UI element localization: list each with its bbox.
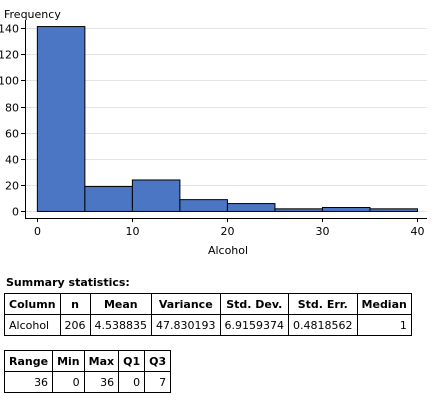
x-tick-label: 0	[34, 225, 41, 238]
histogram-bar	[226, 203, 276, 212]
std-dev-cell: 6.9159374	[219, 314, 290, 336]
quantile-header-row: Range Min Max Q1 Q3	[3, 350, 172, 372]
std-dev-header: Std. Dev.	[219, 293, 290, 315]
histogram-bar	[369, 208, 418, 212]
x-tick-label: 40	[411, 225, 425, 238]
y-tick-label: 120	[0, 49, 19, 62]
q3-header: Q3	[144, 350, 172, 372]
y-tick-label: 0	[12, 206, 19, 219]
x-axis-label: Alcohol	[208, 244, 248, 257]
range-header: Range	[3, 350, 54, 372]
y-tick-label: 100	[0, 75, 19, 88]
min-cell: 0	[52, 371, 85, 393]
range-cell: 36	[3, 371, 54, 393]
quantile-statistics-table: Range Min Max Q1 Q3 36 0 36 0 7	[3, 350, 172, 393]
y-axis-label: Frequency	[4, 8, 61, 21]
max-header: Max	[83, 350, 120, 372]
y-tick-label: 80	[5, 102, 19, 115]
histogram-bar	[36, 26, 86, 212]
histogram-bar	[131, 179, 181, 212]
summary-header-row: Column n Mean Variance Std. Dev. Std. Er…	[4, 293, 412, 315]
histogram-bar	[321, 207, 371, 212]
median-cell: 1	[356, 314, 412, 336]
q1-cell: 0	[118, 371, 146, 393]
summary-data-row: Alcohol 206 4.538835 47.830193 6.9159374…	[4, 314, 412, 336]
n-header: n	[59, 293, 91, 315]
axes: 0 20 40 60 80 100 120 140 0 10 20 30 40	[0, 20, 427, 238]
summary-statistics-table: Column n Mean Variance Std. Dev. Std. Er…	[4, 293, 412, 336]
median-header: Median	[356, 293, 412, 315]
histogram-bar	[179, 199, 228, 212]
column-header: Column	[4, 293, 61, 315]
std-err-header: Std. Err.	[288, 293, 358, 315]
grid-lines	[25, 28, 427, 212]
column-cell: Alcohol	[4, 314, 61, 336]
summary-statistics-title: Summary statistics:	[6, 276, 130, 289]
x-tick-label: 20	[221, 225, 235, 238]
n-cell: 206	[59, 314, 91, 336]
y-tick-label: 20	[5, 180, 19, 193]
q1-header: Q1	[118, 350, 146, 372]
variance-cell: 47.830193	[151, 314, 221, 336]
mean-header: Mean	[89, 293, 153, 315]
y-tick-label: 60	[5, 128, 19, 141]
y-tick-label: 140	[0, 23, 19, 36]
histogram-bar	[84, 186, 133, 212]
mean-cell: 4.538835	[89, 314, 153, 336]
histogram-svg: 0 20 40 60 80 100 120 140 0 10 20 30 40 Frequency Al…	[0, 8, 427, 257]
q3-cell: 7	[144, 371, 172, 393]
min-header: Min	[52, 350, 85, 372]
x-tick-label: 10	[126, 225, 140, 238]
histogram-chart: 0 20 40 60 80 100 120 140 0 10 20 30 40 Frequency Al…	[0, 8, 427, 257]
std-err-cell: 0.4818562	[288, 314, 358, 336]
max-cell: 36	[83, 371, 120, 393]
bars	[36, 26, 418, 212]
y-tick-label: 40	[5, 154, 19, 167]
histogram-bar	[274, 208, 323, 212]
quantile-data-row: 36 0 36 0 7	[3, 371, 172, 393]
x-tick-label: 30	[316, 225, 330, 238]
variance-header: Variance	[151, 293, 221, 315]
